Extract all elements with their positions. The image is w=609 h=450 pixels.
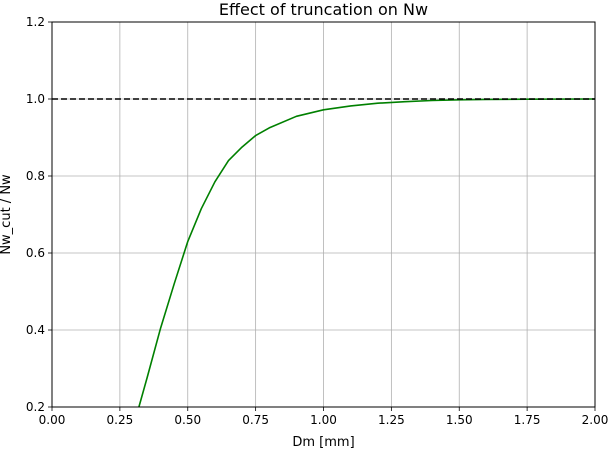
grid <box>51 21 596 408</box>
y-axis-label: Nw_cut / Nw <box>0 174 14 255</box>
x-axis-label: Dm [mm] <box>292 435 354 450</box>
series-line <box>138 98 596 408</box>
x-tick-label: 1.75 <box>514 413 541 427</box>
chart-title: Effect of truncation on Nw <box>219 0 428 19</box>
y-tick-label: 0.6 <box>26 246 45 260</box>
y-tick-label: 1.2 <box>26 15 45 29</box>
y-tick-label: 0.2 <box>26 400 45 414</box>
x-tick-label: 1.50 <box>446 413 473 427</box>
x-tick-label: 1.00 <box>310 413 337 427</box>
series-layer <box>52 98 596 408</box>
x-tick-label: 0.00 <box>39 413 66 427</box>
y-tick-label: 0.4 <box>26 323 45 337</box>
x-tick-label: 2.00 <box>582 413 609 427</box>
x-tick-label: 0.25 <box>107 413 134 427</box>
x-tick-label: 1.25 <box>378 413 405 427</box>
x-tick-label: 0.50 <box>174 413 201 427</box>
y-tick-label: 1.0 <box>26 92 45 106</box>
x-tick-label: 0.75 <box>242 413 269 427</box>
ticks: 0.00 0.25 0.50 0.75 1.00 1.25 1.50 1.75 2.00 0.2 0… <box>26 15 608 427</box>
y-tick-label: 0.8 <box>26 169 45 183</box>
